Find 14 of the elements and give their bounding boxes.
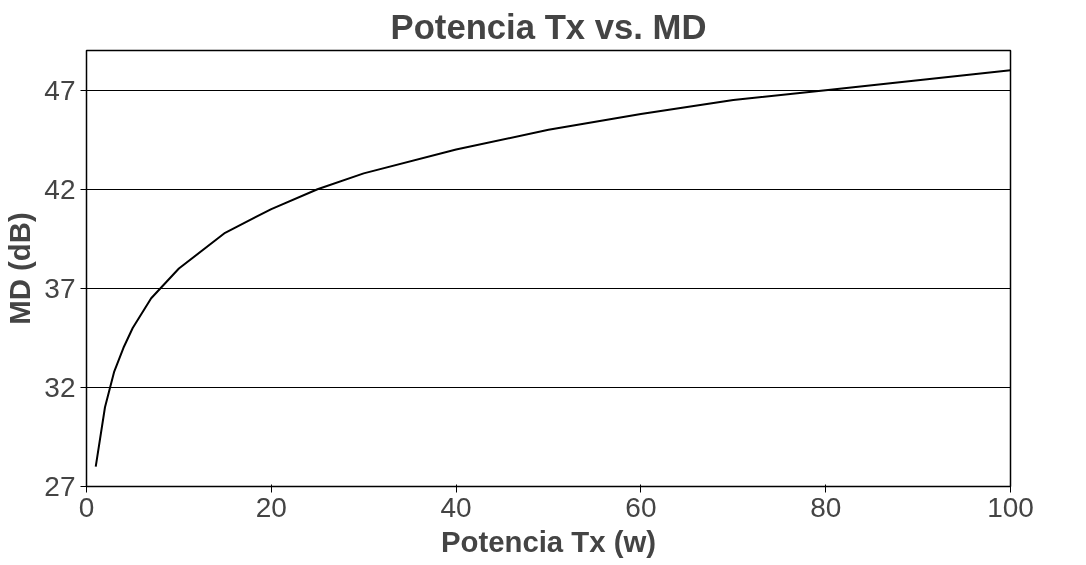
chart-title: Potencia Tx vs. MD [390,7,707,46]
y-tick-label: 42 [44,173,76,205]
x-tick-label: 0 [78,491,95,523]
y-axis-title: MD (dB) [3,212,37,325]
x-tick-label: 60 [625,491,657,523]
y-tick-label: 47 [44,74,76,106]
y-tick-label: 32 [44,371,76,403]
x-tick-label: 80 [810,491,842,523]
y-tick-label: 37 [44,272,76,304]
y-tick-label: 27 [44,471,76,502]
x-tick-label: 100 [987,491,1034,523]
x-tick-label: 40 [440,491,472,523]
x-axis-title: Potencia Tx (w) [440,524,657,558]
x-tick-label: 20 [255,491,287,523]
